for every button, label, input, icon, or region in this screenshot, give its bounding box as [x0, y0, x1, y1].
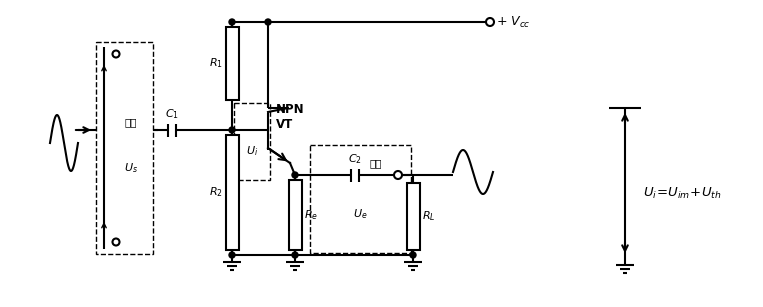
Circle shape [229, 19, 235, 25]
Text: $R_2$: $R_2$ [208, 186, 223, 200]
Circle shape [229, 127, 235, 133]
Text: 输入: 输入 [124, 117, 137, 127]
Text: $C_2$: $C_2$ [348, 153, 362, 166]
Bar [234, 103, 270, 180]
Circle shape [229, 252, 235, 258]
Circle shape [394, 171, 402, 179]
Bar [407, 183, 420, 250]
Circle shape [486, 18, 494, 26]
Circle shape [112, 50, 120, 57]
Bar [310, 145, 411, 253]
Bar [96, 42, 153, 254]
Text: $R_L$: $R_L$ [423, 210, 436, 223]
Text: $R_1$: $R_1$ [208, 56, 223, 70]
Text: $U_e$: $U_e$ [353, 207, 368, 221]
Text: $U_s$: $U_s$ [124, 161, 138, 175]
Text: $U_i$: $U_i$ [246, 145, 258, 158]
Circle shape [112, 239, 120, 246]
Text: $U_i\!=\!U_{im}\!+\!U_{th}$: $U_i\!=\!U_{im}\!+\!U_{th}$ [643, 185, 722, 200]
Bar [288, 180, 301, 250]
Circle shape [292, 172, 298, 178]
Circle shape [292, 252, 298, 258]
Text: $C_1$: $C_1$ [165, 108, 179, 122]
Bar [226, 27, 239, 100]
Text: $R_e$: $R_e$ [304, 208, 319, 222]
Text: 输出: 输出 [370, 158, 382, 168]
Circle shape [265, 19, 271, 25]
Bar [226, 135, 239, 250]
Circle shape [410, 252, 416, 258]
Text: $+\ V_{cc}$: $+\ V_{cc}$ [496, 14, 530, 29]
Text: NPN
VT: NPN VT [276, 103, 304, 131]
